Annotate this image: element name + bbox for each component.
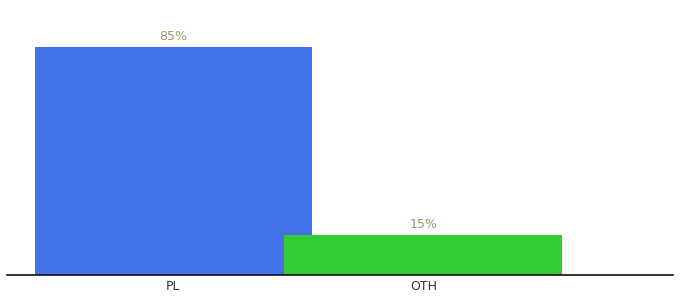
Text: 15%: 15%	[409, 218, 437, 231]
Bar	[35, 47, 312, 275]
Bar	[284, 235, 562, 275]
Text: 85%: 85%	[160, 30, 188, 43]
